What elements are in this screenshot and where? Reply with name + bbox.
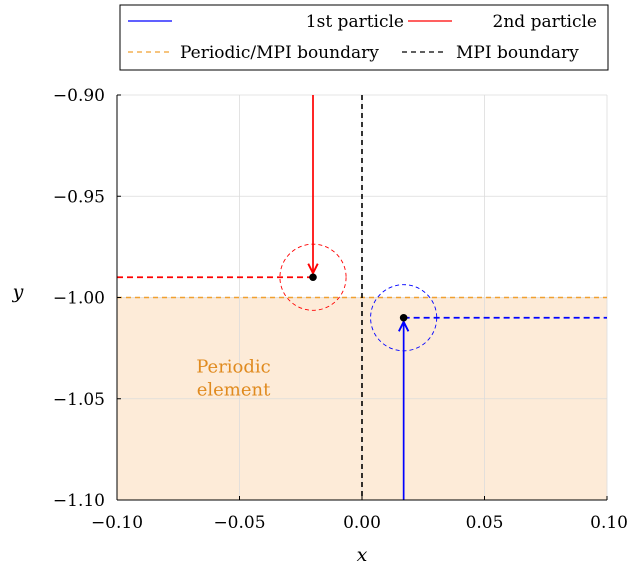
axes	[116, 94, 608, 501]
legend-label-1st-particle: 1st particle	[306, 12, 404, 32]
y-tick-label-4: −0.90	[53, 86, 105, 106]
boundary-lines	[117, 95, 607, 500]
x-tick-label-1: −0.05	[213, 513, 265, 533]
x-axis-label: x	[357, 544, 368, 566]
periodic-element-label-line-1: Periodic	[196, 357, 271, 378]
x-tick-label-4: 0.10	[590, 513, 628, 533]
legend-label-periodic-mpi-boundary: Periodic/MPI boundary	[180, 43, 379, 63]
legend-box	[119, 4, 609, 71]
legend: 1st particle 2nd particle Periodic/MPI b…	[119, 4, 609, 71]
legend-label-mpi-boundary: MPI boundary	[456, 43, 579, 63]
tick-labels: −0.10 −0.05 0.00 0.05 0.10 −1.10 −1.05 −1.00 −0.…	[53, 86, 628, 533]
x-tick-label-3: 0.05	[466, 513, 504, 533]
particles	[117, 95, 607, 500]
particle-1-point	[399, 313, 408, 322]
legend-label-2nd-particle: 2nd particle	[493, 12, 597, 32]
y-tick-label-2: −1.00	[53, 289, 105, 309]
y-tick-label-3: −0.95	[53, 187, 105, 207]
x-tick-label-0: −0.10	[91, 513, 143, 533]
periodic-element-label-line-2: element	[197, 380, 271, 401]
y-axis-label: y	[12, 281, 24, 303]
y-tick-label-1: −1.05	[53, 390, 105, 410]
x-tick-label-2: 0.00	[343, 513, 381, 533]
y-tick-label-0: −1.10	[53, 491, 105, 511]
particle-2-point	[309, 273, 317, 282]
